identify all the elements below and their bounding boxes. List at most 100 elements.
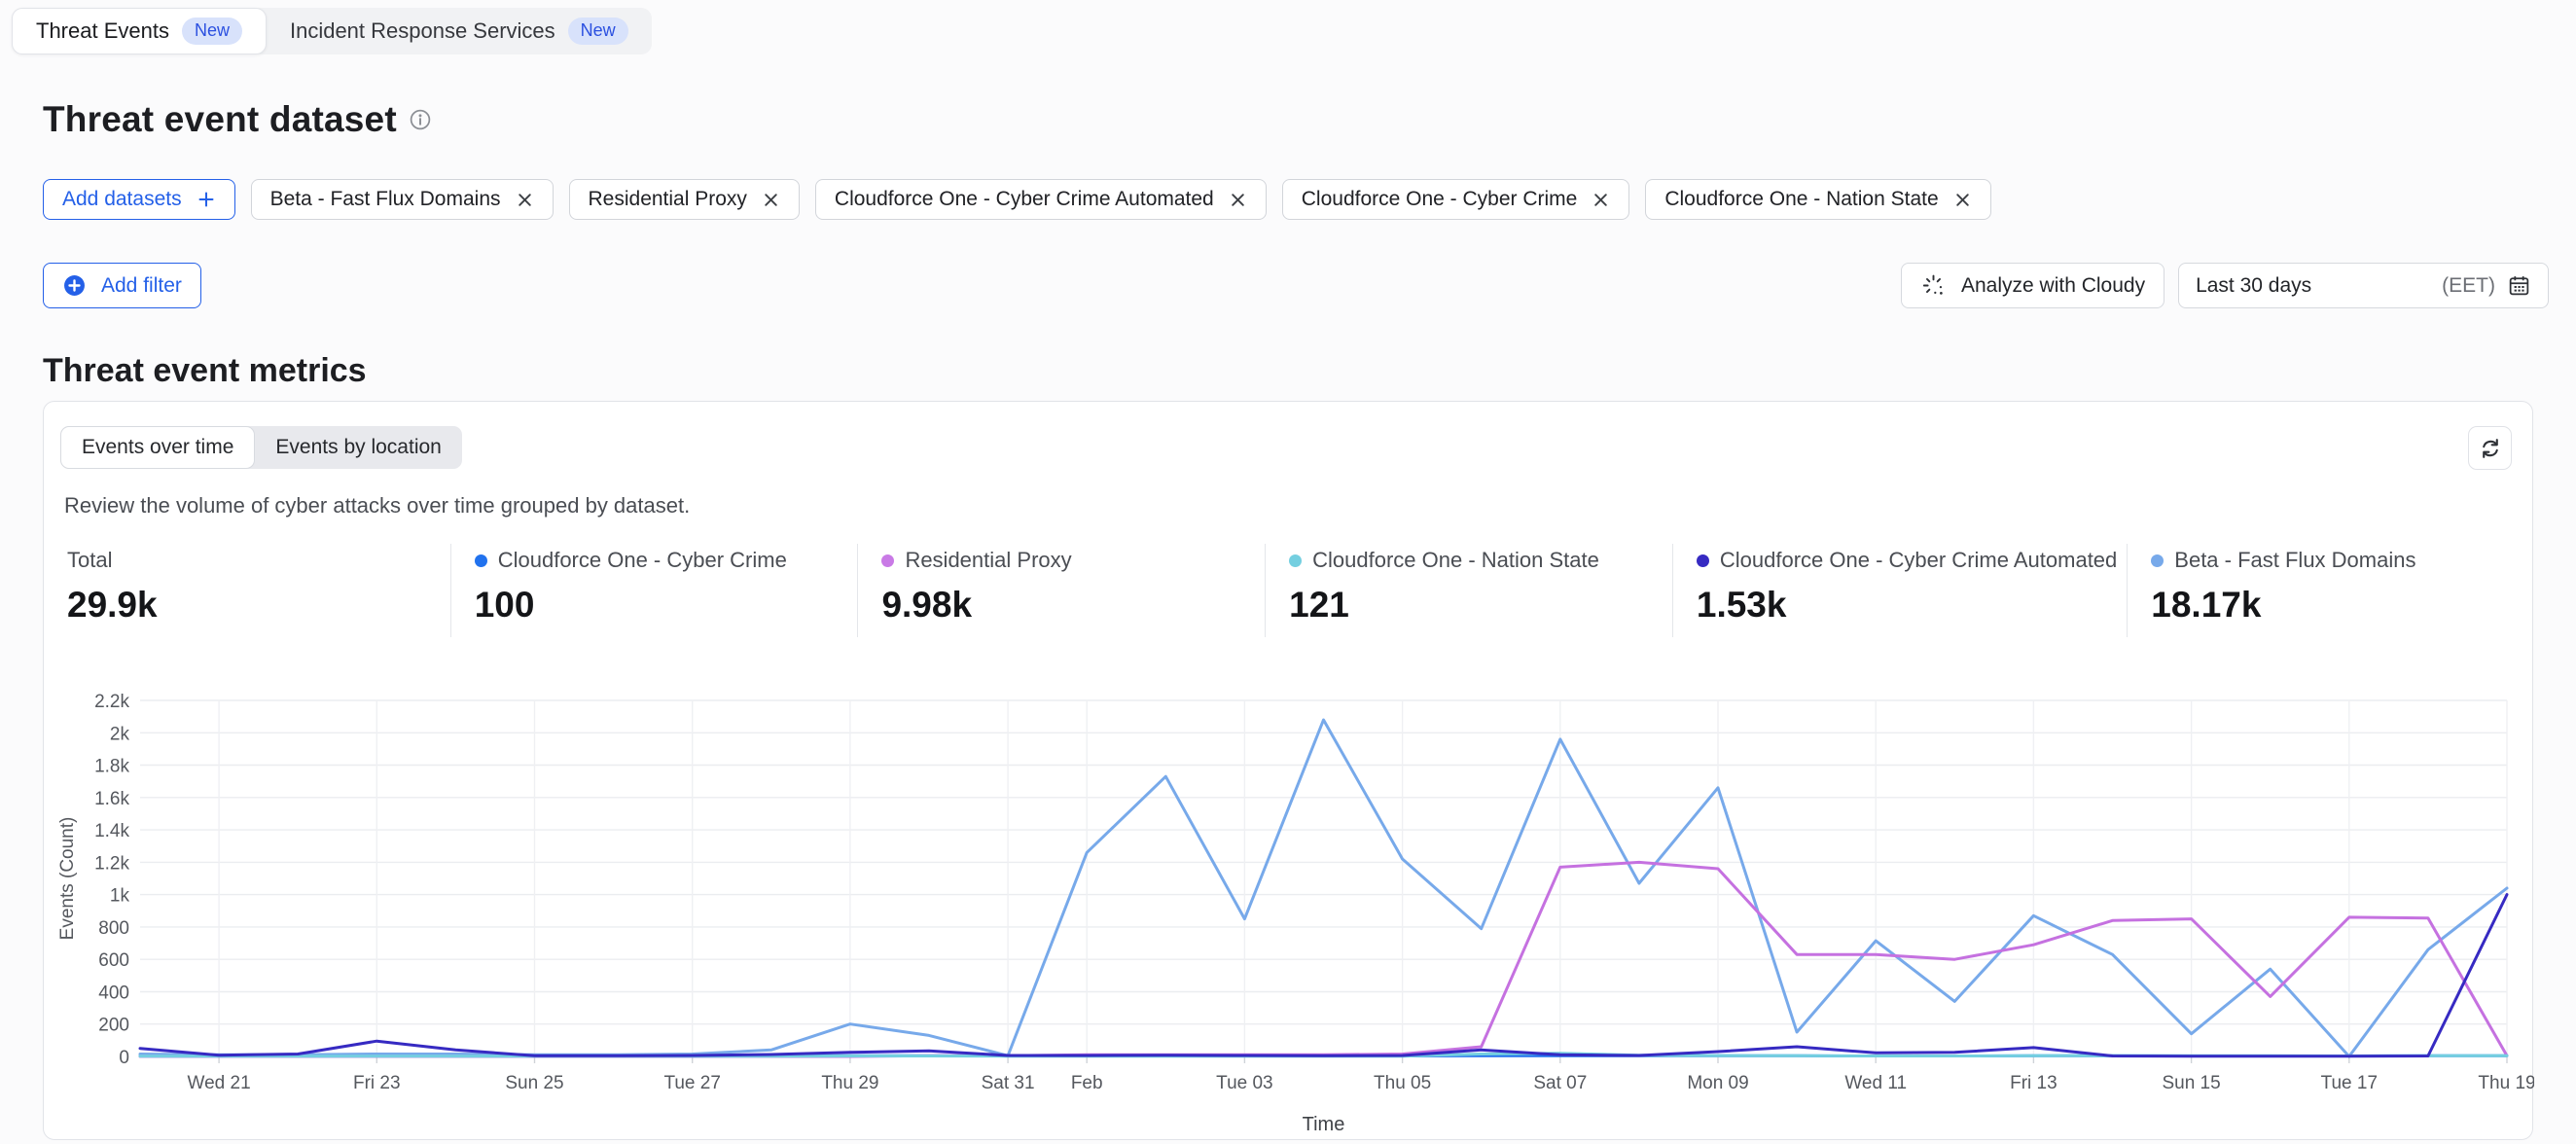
- svg-text:2.2k: 2.2k: [94, 692, 129, 712]
- svg-text:Thu 05: Thu 05: [1374, 1073, 1431, 1093]
- stat-cloudforce-one-cyber-crime: Cloudforce One - Cyber Crime 100: [450, 544, 858, 637]
- svg-text:2k: 2k: [110, 724, 130, 744]
- dataset-chip: Cloudforce One - Cyber Crime Automated: [815, 179, 1267, 220]
- svg-text:200: 200: [98, 1016, 129, 1036]
- dataset-chip: Cloudforce One - Cyber Crime: [1282, 179, 1630, 220]
- dataset-chips-row: Add datasets Beta - Fast Flux Domains Res…: [43, 179, 1991, 220]
- svg-text:Time: Time: [1303, 1114, 1345, 1131]
- svg-text:Feb: Feb: [1071, 1073, 1103, 1093]
- date-range-picker[interactable]: Last 30 days (EET): [2178, 263, 2549, 308]
- dataset-chip: Residential Proxy: [569, 179, 800, 220]
- metrics-heading: Threat event metrics: [43, 352, 367, 390]
- stat-cloudforce-one-cyber-crime-automated: Cloudforce One - Cyber Crime Automated 1.…: [1672, 544, 2127, 637]
- stat-label-row: Cloudforce One - Cyber Crime: [475, 548, 848, 573]
- stat-label-row: Total: [67, 548, 441, 573]
- svg-text:Sat 07: Sat 07: [1533, 1073, 1587, 1093]
- stat-label: Cloudforce One - Nation State: [1312, 548, 1599, 573]
- stat-total: Total 29.9k: [44, 544, 450, 637]
- stat-label: Cloudforce One - Cyber Crime Automated: [1720, 548, 2117, 573]
- close-icon[interactable]: [516, 191, 534, 209]
- filter-row: Add filter Analyze with Cloudy Last 30 d…: [43, 263, 2549, 308]
- refresh-button[interactable]: [2468, 426, 2512, 470]
- series-color-dot: [881, 554, 894, 567]
- svg-text:Fri 23: Fri 23: [353, 1073, 401, 1093]
- stat-value: 121: [1289, 585, 1663, 626]
- dataset-chip-label: Beta - Fast Flux Domains: [270, 188, 501, 211]
- svg-text:Sun 15: Sun 15: [2162, 1073, 2220, 1093]
- add-filter-label: Add filter: [101, 274, 182, 298]
- new-badge: New: [568, 18, 628, 45]
- chart-description: Review the volume of cyber attacks over …: [64, 493, 690, 518]
- dataset-chip: Beta - Fast Flux Domains: [251, 179, 554, 220]
- stats-row: Total 29.9k Cloudforce One - Cyber Crime 10…: [44, 544, 2534, 637]
- top-tab-label: Threat Events: [36, 18, 169, 44]
- svg-text:Wed 21: Wed 21: [188, 1073, 251, 1093]
- stat-cloudforce-one-nation-state: Cloudforce One - Nation State 121: [1265, 544, 1672, 637]
- dataset-chip-label: Cloudforce One - Nation State: [1664, 188, 1938, 211]
- stat-label-row: Residential Proxy: [881, 548, 1255, 573]
- date-range-value: Last 30 days: [2196, 274, 2311, 298]
- stat-label: Total: [67, 548, 112, 573]
- series-color-dot: [1289, 554, 1302, 567]
- svg-text:Tue 03: Tue 03: [1216, 1073, 1272, 1093]
- svg-text:800: 800: [98, 918, 129, 939]
- tab-events-over-time[interactable]: Events over time: [60, 426, 255, 469]
- top-tab-threat-events[interactable]: Threat Events New: [12, 8, 267, 54]
- tab-events-by-location[interactable]: Events by location: [255, 426, 461, 469]
- close-icon[interactable]: [762, 191, 780, 209]
- svg-text:Tue 17: Tue 17: [2321, 1073, 2378, 1093]
- plus-circle-icon: [62, 273, 87, 298]
- series-color-dot: [1697, 554, 1709, 567]
- stat-label-row: Beta - Fast Flux Domains: [2151, 548, 2524, 573]
- svg-text:0: 0: [119, 1048, 129, 1068]
- svg-text:Thu 29: Thu 29: [821, 1073, 878, 1093]
- close-icon[interactable]: [1229, 191, 1247, 209]
- sparkle-icon: [1920, 272, 1947, 299]
- stat-label-row: Cloudforce One - Cyber Crime Automated: [1697, 548, 2117, 573]
- threat-events-dashboard: { "theme": { "accent": "#2460e8" }, "top…: [0, 0, 2576, 1144]
- svg-text:Wed 11: Wed 11: [1844, 1073, 1907, 1093]
- svg-text:Sat 31: Sat 31: [982, 1073, 1035, 1093]
- new-badge: New: [182, 18, 242, 45]
- add-filter-button[interactable]: Add filter: [43, 263, 201, 308]
- stat-residential-proxy: Residential Proxy 9.98k: [857, 544, 1265, 637]
- seg-tab-label: Events over time: [82, 436, 233, 459]
- dataset-chip: Cloudforce One - Nation State: [1645, 179, 1990, 220]
- svg-text:600: 600: [98, 950, 129, 971]
- filter-actions: Analyze with Cloudy Last 30 days (EET): [1901, 263, 2549, 308]
- stat-value: 9.98k: [881, 585, 1255, 626]
- analyze-with-cloudy-button[interactable]: Analyze with Cloudy: [1901, 263, 2165, 308]
- stat-value: 1.53k: [1697, 585, 2117, 626]
- svg-text:1k: 1k: [110, 886, 130, 907]
- stat-label: Cloudforce One - Cyber Crime: [498, 548, 787, 573]
- refresh-icon: [2477, 435, 2504, 462]
- svg-text:1.6k: 1.6k: [94, 789, 129, 809]
- series-color-dot: [475, 554, 487, 567]
- svg-text:Tue 27: Tue 27: [663, 1073, 720, 1093]
- dataset-chip-label: Cloudforce One - Cyber Crime Automated: [835, 188, 1214, 211]
- page-title: Threat event dataset: [43, 99, 397, 140]
- svg-text:Events (Count): Events (Count): [57, 817, 78, 941]
- stat-beta-fast-flux-domains: Beta - Fast Flux Domains 18.17k: [2127, 544, 2534, 637]
- chart-area: 02004006008001k1.2k1.4k1.6k1.8k2k2.2kWed…: [44, 689, 2534, 1131]
- info-icon[interactable]: [409, 108, 432, 131]
- top-tab-incident-response-services[interactable]: Incident Response Services New: [267, 8, 652, 54]
- metrics-card: Events over time Events by location Revie…: [43, 401, 2533, 1140]
- analyze-with-cloudy-label: Analyze with Cloudy: [1961, 274, 2145, 298]
- events-over-time-chart: 02004006008001k1.2k1.4k1.6k1.8k2k2.2kWed…: [44, 689, 2534, 1131]
- close-icon[interactable]: [1592, 191, 1610, 209]
- stat-value: 100: [475, 585, 848, 626]
- top-tab-bar: Threat EventsNewIncident Response Servic…: [12, 8, 652, 54]
- series-color-dot: [2151, 554, 2164, 567]
- plus-icon: [197, 190, 216, 209]
- dataset-chip-label: Cloudforce One - Cyber Crime: [1302, 188, 1578, 211]
- svg-text:400: 400: [98, 983, 129, 1004]
- timezone-label: (EET): [2442, 274, 2495, 298]
- calendar-icon: [2507, 273, 2531, 298]
- add-datasets-button[interactable]: Add datasets: [43, 179, 235, 220]
- stat-value: 18.17k: [2151, 585, 2524, 626]
- svg-text:Sun 25: Sun 25: [505, 1073, 563, 1093]
- top-tab-label: Incident Response Services: [290, 18, 555, 44]
- close-icon[interactable]: [1953, 191, 1972, 209]
- stat-value: 29.9k: [67, 585, 441, 626]
